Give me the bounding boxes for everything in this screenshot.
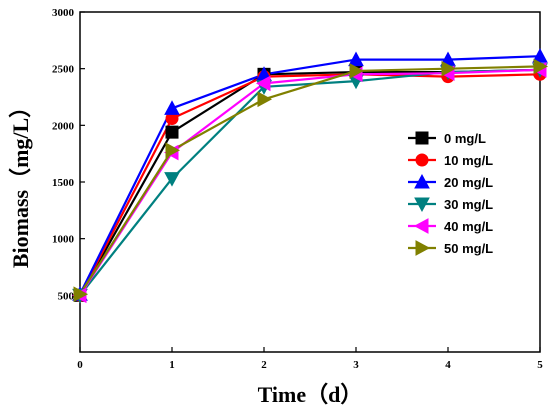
- legend-label-0-mg-l: 0 mg/L: [444, 131, 486, 146]
- data-point-50-mg-l: [349, 63, 365, 79]
- legend-label-20-mg-l: 20 mg/L: [444, 175, 493, 190]
- y-tick-label: 2000: [52, 120, 75, 132]
- x-tick-label: 0: [77, 359, 83, 371]
- series-line-50-mg-l: [79, 65, 541, 295]
- legend-marker-0-mg-l: [415, 131, 429, 145]
- legend-label-10-mg-l: 10 mg/L: [444, 153, 493, 168]
- series-line-10-mg-l: [79, 73, 541, 296]
- data-point-50-mg-l: [165, 142, 181, 159]
- x-tick-label: 4: [445, 359, 451, 371]
- series-line-20-mg-l: [79, 55, 541, 295]
- x-axis-title: Time（d）: [258, 382, 363, 407]
- data-point-50-mg-l: [533, 58, 549, 75]
- x-tick-label: 3: [353, 359, 359, 371]
- data-point-50-mg-l: [257, 91, 273, 108]
- legend-label-30-mg-l: 30 mg/L: [444, 197, 493, 212]
- legend-marker-10-mg-l: [415, 153, 429, 167]
- y-tick-label: 1000: [52, 234, 75, 246]
- data-point-0-mg-l: [165, 125, 179, 139]
- x-tick-label: 2: [261, 359, 267, 371]
- legend: 0 mg/L 10 mg/L 20 mg/L 30 mg/L 40 mg/L 50 mg/…: [408, 131, 493, 256]
- data-point-20-mg-l: [348, 51, 364, 67]
- legend-marker-40-mg-l: [413, 218, 429, 234]
- series-lines: [79, 55, 541, 297]
- data-point-30-mg-l: [164, 172, 180, 187]
- y-tick-label: 1500: [52, 177, 75, 189]
- y-tick-label: 500: [58, 290, 75, 302]
- legend-marker-30-mg-l: [414, 197, 430, 213]
- data-point-50-mg-l: [441, 60, 457, 77]
- y-tick-label: 3000: [52, 7, 75, 19]
- series-markers: [71, 48, 549, 304]
- y-axis-ticks: 500 1000 1500 2000 2500 3000: [52, 7, 85, 302]
- x-tick-label: 1: [169, 359, 175, 371]
- data-point-40-mg-l: [255, 75, 271, 92]
- y-axis-title: Biomass（mg/L）: [8, 96, 33, 268]
- legend-marker-50-mg-l: [415, 240, 431, 256]
- data-point-50-mg-l: [73, 286, 89, 303]
- legend-marker-20-mg-l: [414, 173, 430, 189]
- legend-label-50-mg-l: 50 mg/L: [444, 241, 493, 256]
- data-point-20-mg-l: [164, 100, 180, 115]
- y-tick-label: 2500: [52, 64, 75, 76]
- x-axis-ticks: 0 1 2 3 4 5: [77, 347, 543, 371]
- series-line-40-mg-l: [79, 68, 541, 296]
- x-tick-label: 5: [537, 359, 543, 371]
- legend-label-40-mg-l: 40 mg/L: [444, 219, 493, 234]
